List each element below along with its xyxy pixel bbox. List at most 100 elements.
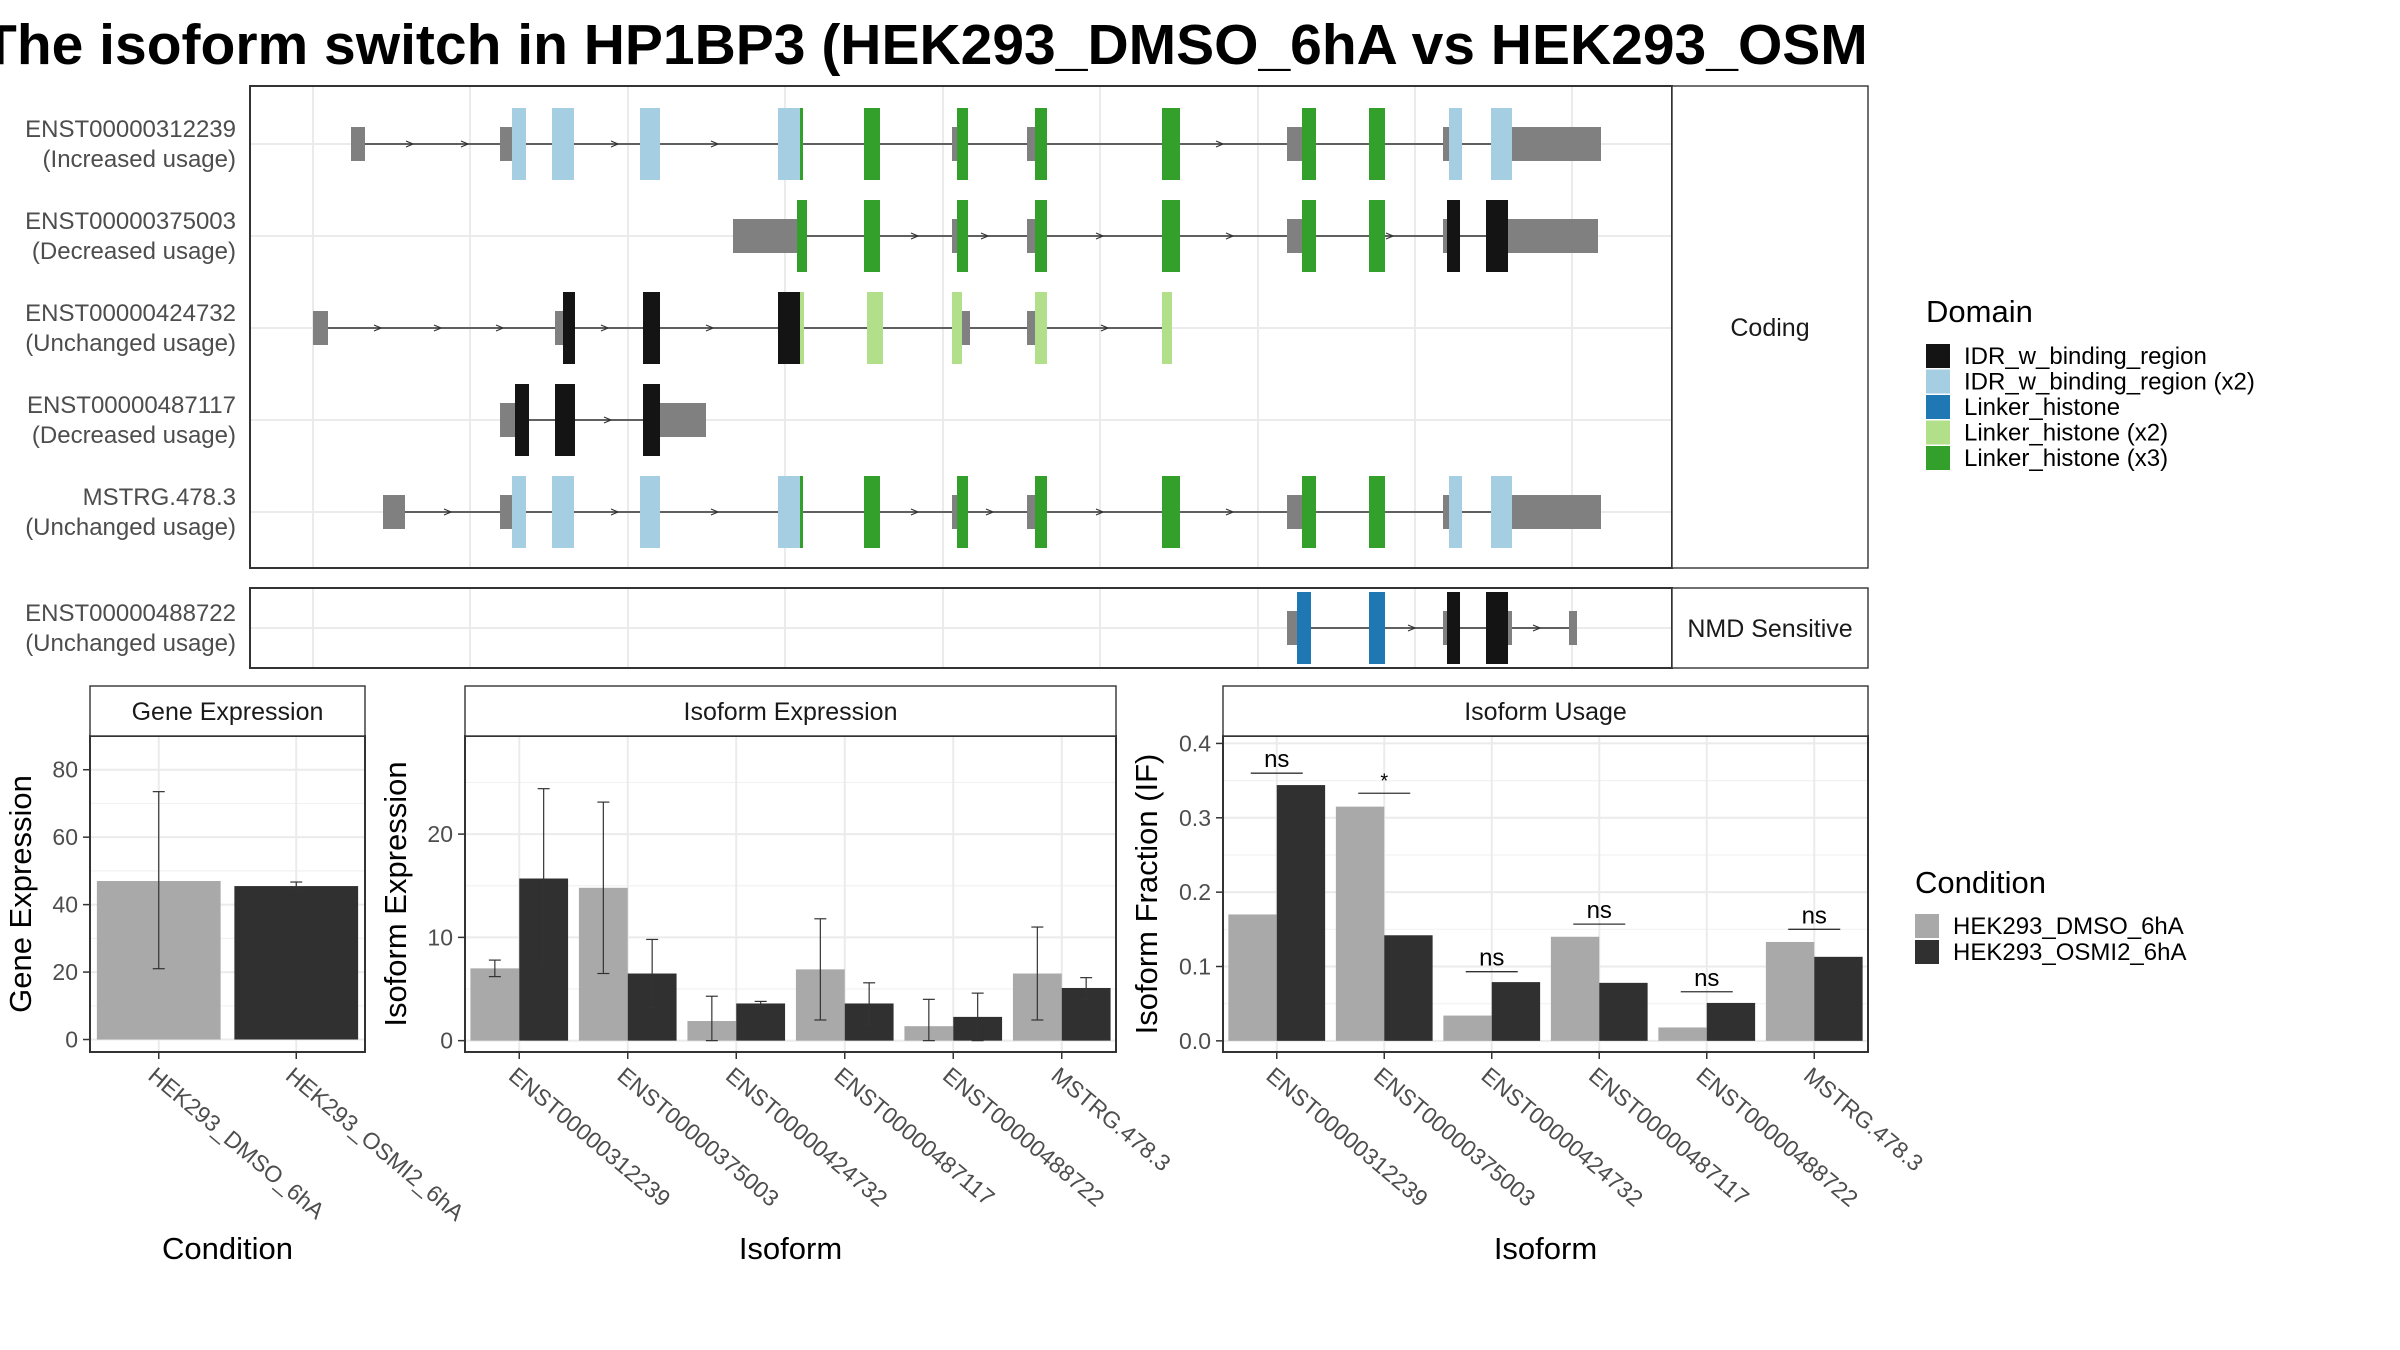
panel-title: Gene Expression	[132, 698, 324, 726]
transcript-id-label: ENST00000488722	[25, 600, 236, 627]
utr-block	[383, 495, 405, 529]
utr-block	[1027, 495, 1035, 529]
figure-title-container: The isoform switch in HP1BP3 (HEK293_DMS…	[0, 10, 1870, 80]
legend-key	[1915, 940, 1939, 964]
direction-arrow	[610, 140, 620, 148]
utr-block	[1443, 127, 1449, 161]
bar	[1658, 1027, 1707, 1041]
domain-block	[552, 476, 574, 548]
direction-arrow	[495, 324, 505, 332]
direction-arrow	[1100, 324, 1110, 332]
panel-title: Isoform Usage	[1464, 698, 1627, 726]
domain-legend: Domain IDR_w_binding_regionIDR_w_binding_…	[1926, 294, 2255, 472]
panel-background	[465, 736, 1116, 1052]
utr-block	[1287, 219, 1302, 253]
direction-arrow	[1095, 508, 1105, 516]
domain-block	[957, 476, 968, 548]
y-tick-label: 80	[52, 757, 78, 783]
bar	[1706, 1002, 1756, 1041]
direction-arrow	[910, 232, 920, 240]
utr-block	[1287, 611, 1297, 645]
legend-key	[1926, 446, 1950, 470]
domain-block	[1449, 108, 1462, 180]
direction-arrow	[1385, 232, 1395, 240]
direction-arrow	[443, 508, 453, 516]
isoform-usage-panel: 0.00.10.20.30.4ENST00000312239ENST000003…	[1129, 685, 1928, 1266]
facet-strip	[1222, 685, 1869, 737]
transcript-usage-label: (Unchanged usage)	[25, 330, 236, 357]
utr-block	[1443, 495, 1449, 529]
domain-block	[864, 200, 880, 272]
bar	[1384, 935, 1433, 1041]
domain-block	[778, 108, 800, 180]
utr-block	[952, 495, 957, 529]
utr-block	[351, 127, 365, 161]
bar	[1765, 941, 1815, 1041]
utr-block	[1443, 611, 1447, 645]
domain-block	[1447, 200, 1460, 272]
direction-arrow	[985, 508, 995, 516]
utr-block	[1027, 127, 1035, 161]
transcript-usage-label: (Increased usage)	[43, 146, 236, 173]
utr-block	[952, 219, 957, 253]
direction-arrow	[600, 324, 610, 332]
utr-block	[1569, 611, 1577, 645]
domain-block	[1486, 592, 1508, 664]
significance-label: ns	[1587, 897, 1612, 924]
panel-title: Isoform Expression	[684, 698, 898, 726]
domain-block	[800, 292, 804, 364]
domain-block	[1369, 200, 1385, 272]
transcript-id-label: MSTRG.478.3	[83, 484, 236, 511]
legend-key	[1926, 395, 1950, 419]
utr-block	[1508, 611, 1512, 645]
isoform-expression-panel: 01020ENST00000312239ENST00000375003ENST0…	[378, 685, 1176, 1266]
direction-arrow	[710, 140, 720, 148]
domain-block	[1162, 476, 1180, 548]
y-tick-label: 40	[52, 892, 78, 918]
domain-block	[1035, 292, 1047, 364]
y-tick-label: 0.0	[1179, 1028, 1211, 1054]
facet-strip	[89, 685, 366, 737]
transcript-usage-label: (Unchanged usage)	[25, 630, 236, 657]
transcript-usage-label: (Decreased usage)	[32, 238, 236, 265]
transcript-ENST00000487117: ENST00000487117 (Decreased usage)	[27, 384, 706, 456]
figure-title: The isoform switch in HP1BP3 (HEK293_DMS…	[0, 13, 1870, 77]
transcript-usage-label: (Unchanged usage)	[25, 514, 236, 541]
significance-label: ns	[1479, 945, 1504, 972]
panel-background	[1223, 736, 1868, 1052]
legend-label: Linker_histone	[1964, 394, 2120, 421]
domain-block	[555, 384, 575, 456]
legend-label: Linker_histone (x3)	[1964, 445, 2168, 472]
transcript-ENST00000488722: ENST00000488722 (Unchanged usage)	[25, 592, 1577, 664]
domain-block	[1162, 200, 1180, 272]
domain-block	[797, 200, 807, 272]
legend-key	[1926, 344, 1950, 368]
transcript-structure-plot: Coding ENST00000312239 (Increased usage) EN…	[25, 85, 1869, 669]
domain-block	[512, 108, 526, 180]
direction-arrow	[1225, 232, 1235, 240]
y-tick-label: 0.2	[1179, 879, 1211, 905]
domain-block	[1491, 476, 1512, 548]
domain-block	[1491, 108, 1512, 180]
y-tick-label: 0.4	[1179, 730, 1211, 756]
facet-label: Coding	[1730, 314, 1809, 342]
utr-block	[1287, 495, 1302, 529]
y-tick-label: 10	[427, 924, 453, 950]
utr-block	[500, 403, 515, 437]
direction-arrow	[1225, 508, 1235, 516]
domain-block	[1162, 108, 1180, 180]
x-axis-title: Isoform	[1494, 1231, 1597, 1266]
domain-block	[957, 108, 968, 180]
domain-block	[778, 476, 800, 548]
direction-arrow	[1407, 624, 1417, 632]
y-tick-label: 0	[65, 1027, 78, 1053]
domain-block	[1302, 476, 1316, 548]
transcript-id-label: ENST00000312239	[25, 116, 236, 143]
domain-block	[1369, 108, 1385, 180]
transcript-MSTRG.478.3: MSTRG.478.3 (Unchanged usage)	[25, 476, 1601, 548]
bar	[1335, 806, 1385, 1041]
facet-strip	[1671, 587, 1869, 669]
utr-block	[500, 127, 512, 161]
legend-label: Linker_histone (x2)	[1964, 420, 2168, 447]
